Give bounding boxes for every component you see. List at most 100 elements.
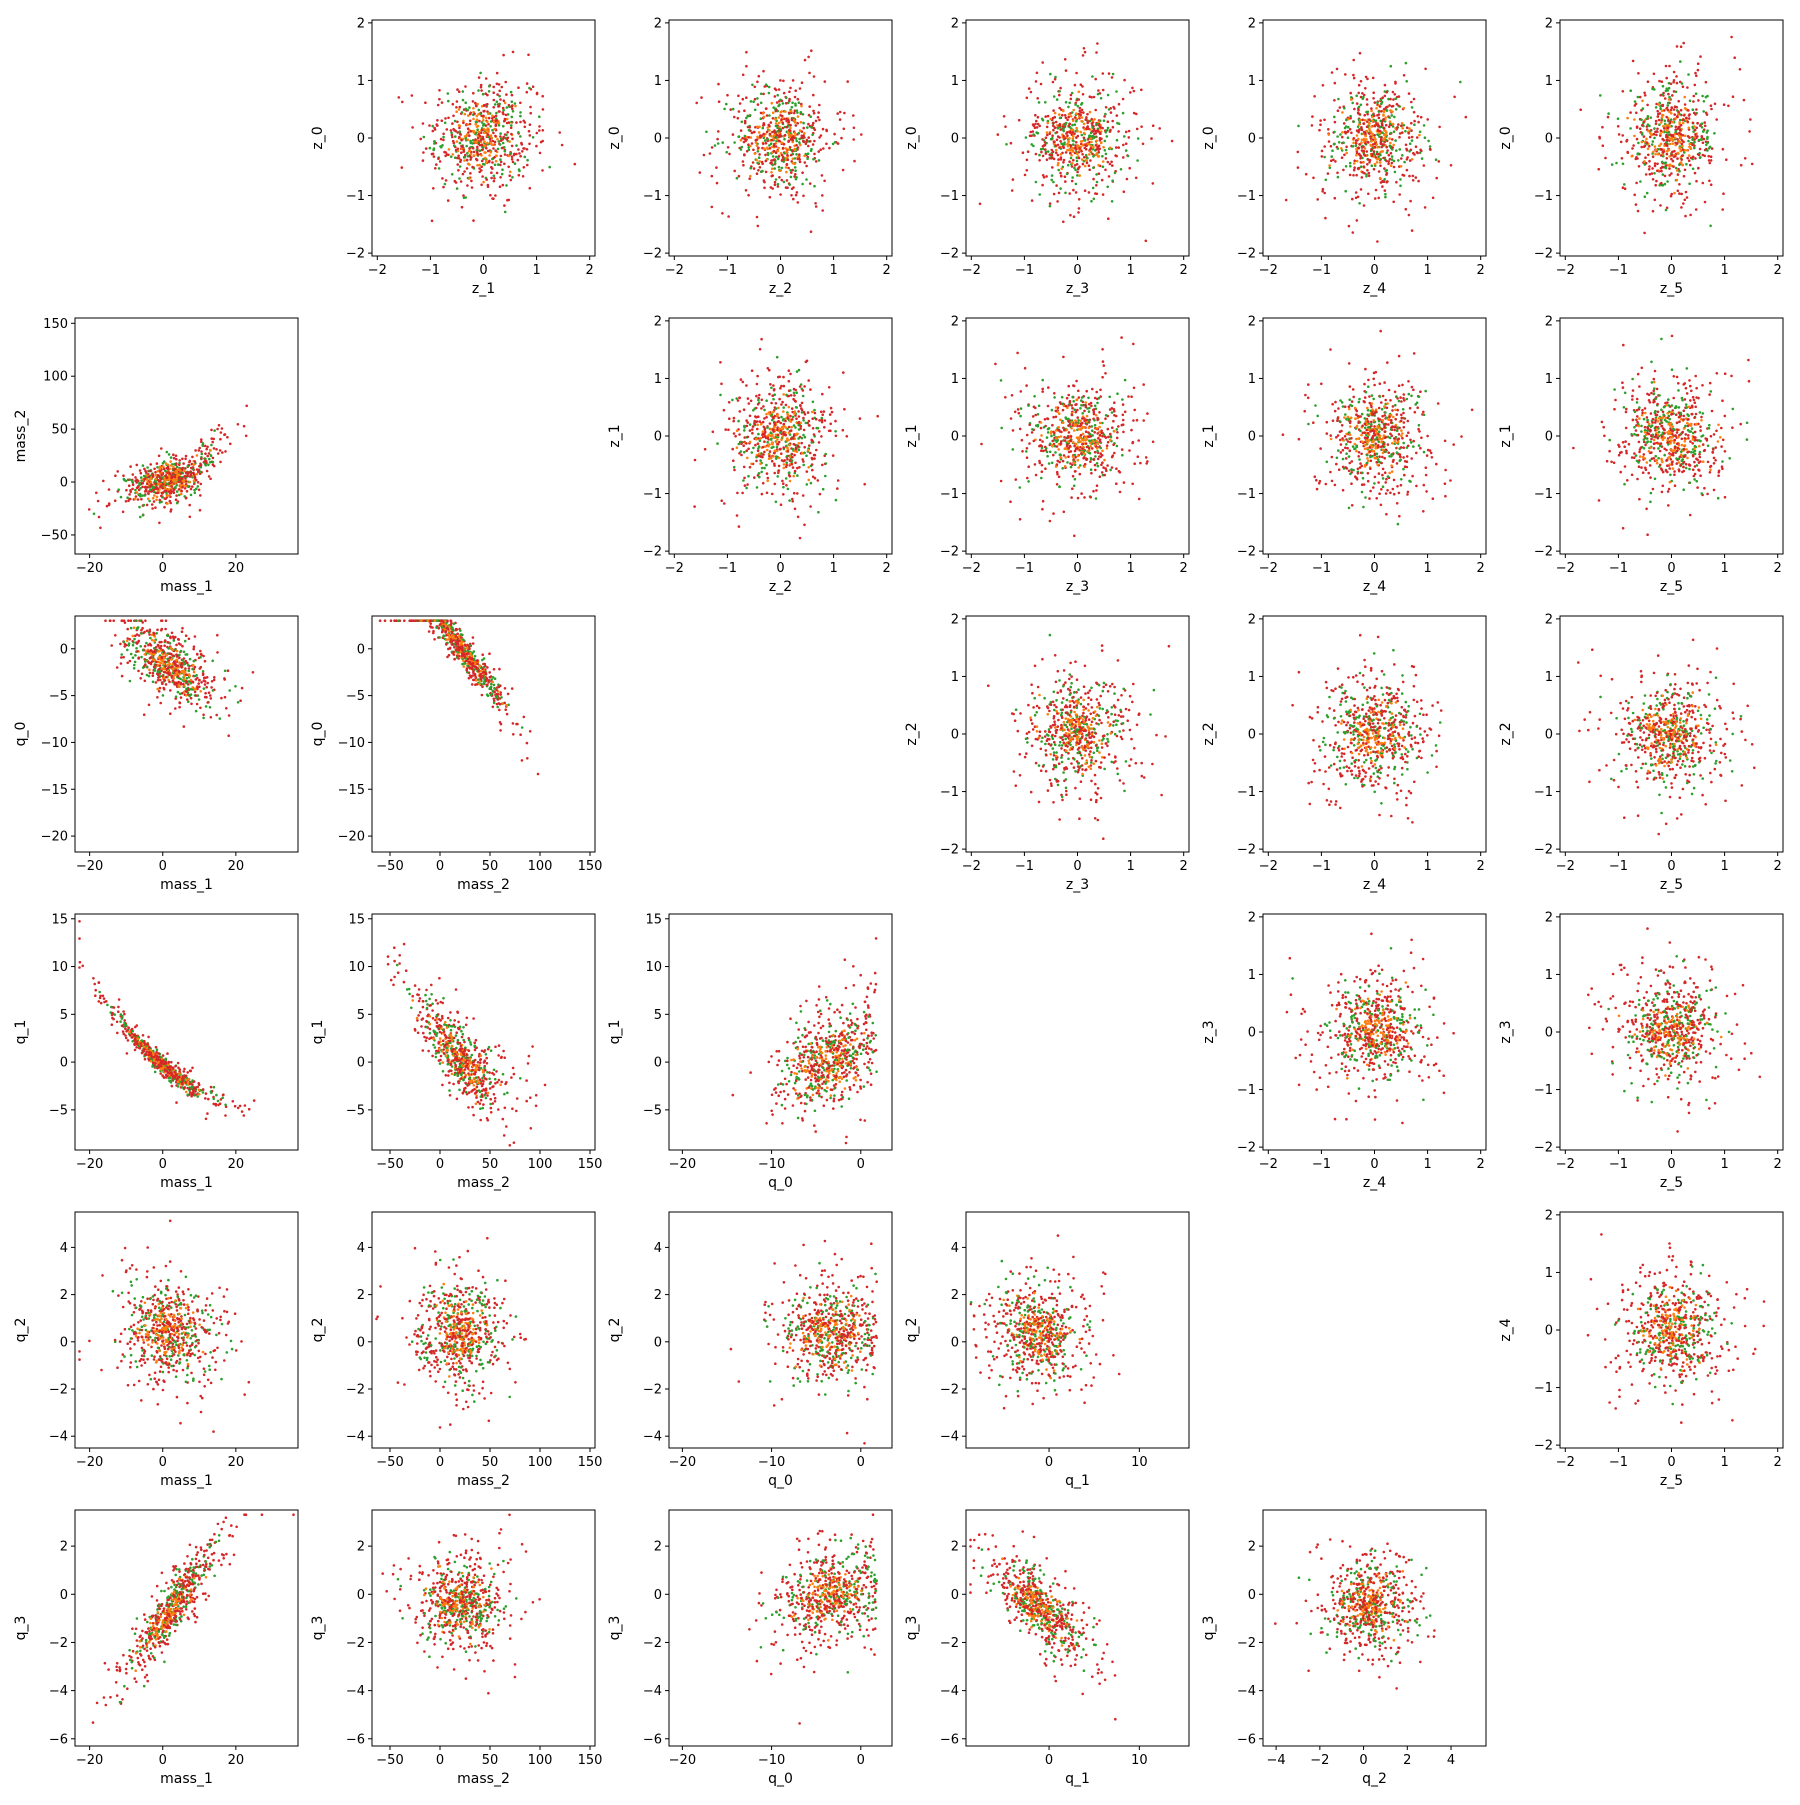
scatter-point bbox=[1598, 137, 1601, 140]
scatter-point bbox=[1060, 153, 1063, 156]
scatter-point bbox=[798, 132, 801, 135]
scatter-point bbox=[210, 437, 213, 440]
scatter-point bbox=[483, 132, 486, 135]
scatter-point bbox=[193, 479, 196, 482]
scatter-point bbox=[1115, 467, 1118, 470]
scatter-point bbox=[748, 148, 751, 151]
scatter-point bbox=[1743, 99, 1746, 102]
scatter-point bbox=[802, 434, 805, 437]
scatter-point bbox=[463, 159, 466, 162]
scatter-point bbox=[1052, 181, 1055, 184]
scatter-point bbox=[1710, 104, 1713, 107]
scatter-point bbox=[785, 404, 788, 407]
scatter-point bbox=[159, 499, 162, 502]
scatter-point bbox=[1663, 162, 1666, 165]
scatter-point bbox=[863, 483, 866, 486]
scatter-point bbox=[1361, 176, 1364, 179]
scatter-point bbox=[123, 478, 126, 481]
scatter-point bbox=[188, 504, 191, 507]
scatter-point bbox=[1041, 388, 1044, 391]
scatter-point bbox=[793, 163, 796, 166]
scatter-point bbox=[433, 155, 436, 158]
scatter-point bbox=[1062, 110, 1065, 113]
scatter-point bbox=[1666, 157, 1669, 160]
scatter-point bbox=[1663, 150, 1666, 153]
scatter-point bbox=[1076, 144, 1079, 147]
scatter-point bbox=[496, 100, 499, 103]
scatter-point bbox=[207, 464, 210, 467]
scatter-point bbox=[798, 466, 801, 469]
scatter-point bbox=[752, 447, 755, 450]
scatter-point bbox=[1668, 165, 1671, 168]
scatter-point bbox=[1117, 130, 1120, 133]
scatter-point bbox=[1018, 412, 1021, 415]
scatter-point bbox=[1427, 140, 1430, 143]
scatter-point bbox=[1035, 181, 1038, 184]
scatter-point bbox=[725, 151, 728, 154]
scatter-point bbox=[1379, 105, 1382, 108]
scatter-point bbox=[512, 161, 515, 164]
scatter-point bbox=[1640, 146, 1643, 149]
scatter-point bbox=[772, 112, 775, 115]
scatter-point bbox=[1105, 153, 1108, 156]
scatter-point bbox=[1673, 192, 1676, 195]
scatter-point bbox=[794, 134, 797, 137]
scatter-point bbox=[788, 91, 791, 94]
scatter-point bbox=[510, 179, 513, 182]
scatter-point bbox=[454, 135, 457, 138]
scatter-point bbox=[780, 416, 783, 419]
scatter-point bbox=[1119, 491, 1122, 494]
scatter-point bbox=[1349, 162, 1352, 165]
scatter-point bbox=[1405, 144, 1408, 147]
x-tick-label: −1 bbox=[1015, 263, 1034, 278]
scatter-point bbox=[799, 161, 802, 164]
scatter-point bbox=[1410, 101, 1413, 104]
scatter-point bbox=[852, 138, 855, 141]
scatter-point bbox=[1034, 114, 1037, 117]
scatter-point bbox=[1032, 130, 1035, 133]
scatter-point bbox=[723, 502, 726, 505]
scatter-point bbox=[1633, 135, 1636, 138]
scatter-point bbox=[1667, 102, 1670, 105]
y-tick-label: 150 bbox=[43, 317, 68, 332]
scatter-point bbox=[434, 128, 437, 131]
scatter-point bbox=[795, 448, 798, 451]
scatter-point bbox=[208, 475, 211, 478]
scatter-point bbox=[153, 468, 156, 471]
scatter-point bbox=[1691, 144, 1694, 147]
scatter-point bbox=[1406, 158, 1409, 161]
scatter-point bbox=[170, 480, 173, 483]
scatter-point bbox=[1710, 155, 1713, 158]
scatter-point bbox=[517, 86, 520, 89]
scatter-point bbox=[154, 478, 157, 481]
scatter-point bbox=[1081, 85, 1084, 88]
scatter-point bbox=[749, 175, 752, 178]
scatter-point bbox=[1697, 99, 1700, 102]
scatter-point bbox=[791, 500, 794, 503]
x-tick-label: 0 bbox=[776, 561, 784, 576]
scatter-point bbox=[1032, 133, 1035, 136]
scatter-point bbox=[1371, 133, 1374, 136]
scatter-point bbox=[1358, 202, 1361, 205]
scatter-point bbox=[1052, 109, 1055, 112]
scatter-point bbox=[772, 384, 775, 387]
scatter-point bbox=[760, 471, 763, 474]
scatter-point bbox=[1297, 151, 1300, 154]
scatter-point bbox=[1171, 140, 1174, 143]
scatter-point bbox=[765, 464, 768, 467]
scatter-point bbox=[775, 441, 778, 444]
scatter-point bbox=[1364, 119, 1367, 122]
scatter-point bbox=[1678, 121, 1681, 124]
scatter-point bbox=[471, 166, 474, 169]
scatter-point bbox=[1106, 129, 1109, 132]
scatter-point bbox=[792, 475, 795, 478]
scatter-point bbox=[487, 123, 490, 126]
scatter-point bbox=[800, 422, 803, 425]
scatter-point bbox=[489, 194, 492, 197]
scatter-point bbox=[438, 98, 441, 101]
scatter-point bbox=[1388, 116, 1391, 119]
scatter-point bbox=[1102, 193, 1105, 196]
scatter-point bbox=[1080, 111, 1083, 114]
scatter-point bbox=[1115, 90, 1118, 93]
scatter-point bbox=[1092, 178, 1095, 181]
